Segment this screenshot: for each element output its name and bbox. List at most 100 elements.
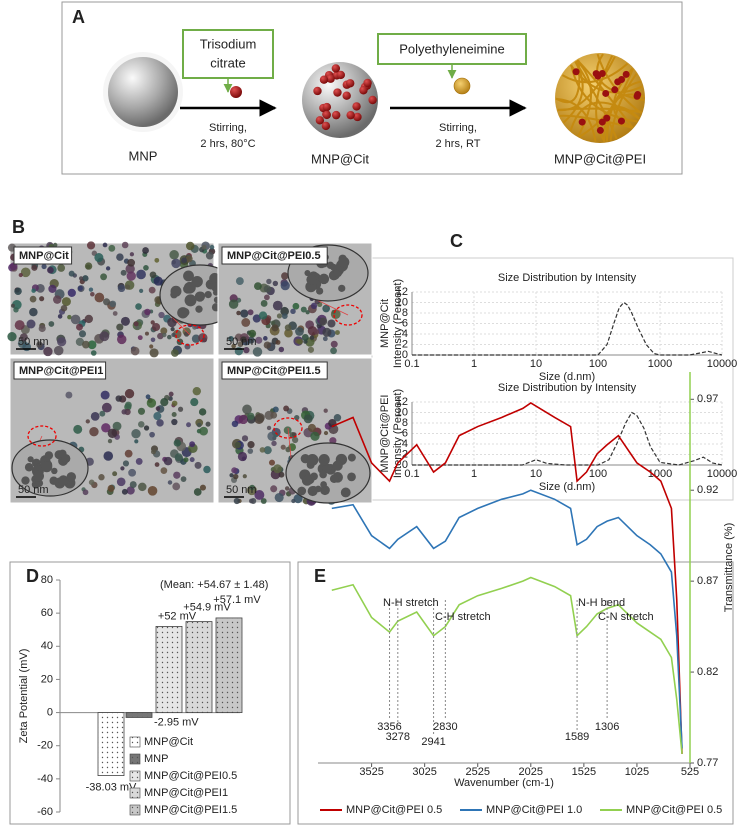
particle bbox=[291, 498, 296, 504]
x-tick-label: 10000 bbox=[707, 358, 738, 370]
panel-c-frame bbox=[371, 257, 734, 501]
particle bbox=[281, 313, 288, 319]
particle bbox=[90, 412, 100, 421]
particle bbox=[160, 327, 168, 335]
particle bbox=[7, 331, 17, 342]
x-tick-label: 3525 bbox=[359, 766, 383, 778]
peak-label: 1589 bbox=[565, 731, 589, 743]
legend-label: MNP@Cit@PEI0.5 bbox=[144, 770, 237, 782]
particle bbox=[98, 474, 105, 481]
citrate-dot bbox=[578, 118, 586, 126]
reagent-text: citrate bbox=[210, 55, 245, 70]
particle bbox=[135, 325, 140, 330]
particle bbox=[301, 334, 309, 341]
particle bbox=[347, 453, 356, 462]
bar bbox=[215, 617, 243, 713]
bar bbox=[185, 621, 213, 713]
citrate-dot bbox=[618, 75, 626, 83]
particle bbox=[263, 336, 268, 341]
particle bbox=[201, 244, 207, 250]
particle bbox=[280, 444, 286, 450]
particle bbox=[38, 324, 46, 333]
particle bbox=[272, 406, 279, 413]
panel-letter: D bbox=[26, 566, 39, 586]
peak-label: 2941 bbox=[421, 736, 445, 748]
particle bbox=[323, 430, 329, 436]
particle bbox=[43, 346, 53, 357]
particle bbox=[99, 410, 106, 417]
particle bbox=[148, 286, 156, 294]
particle bbox=[157, 332, 164, 340]
particle bbox=[107, 438, 113, 444]
particle bbox=[238, 414, 248, 425]
particle bbox=[121, 241, 129, 249]
annotation: (Mean: +54.67 ± 1.48) bbox=[160, 579, 268, 591]
series-line bbox=[331, 576, 683, 754]
particle bbox=[228, 299, 239, 309]
particle bbox=[124, 449, 133, 458]
particle bbox=[171, 349, 179, 357]
citrate-dot bbox=[352, 102, 361, 111]
particle bbox=[135, 457, 143, 465]
y-tick-label: 0 bbox=[47, 706, 53, 718]
x-tick-label: 0.1 bbox=[404, 468, 419, 480]
particle bbox=[90, 291, 95, 297]
y-tick-label: 10 bbox=[396, 296, 408, 308]
particle bbox=[263, 285, 272, 293]
particle bbox=[36, 341, 43, 348]
particle bbox=[82, 489, 89, 496]
x-tick-label: 100 bbox=[589, 468, 607, 480]
reagent-text: Polyethyleneimine bbox=[399, 41, 505, 56]
particle bbox=[283, 426, 292, 435]
y-tick-label: 4 bbox=[402, 438, 408, 450]
scale-label: 50 nm bbox=[226, 336, 257, 348]
particle bbox=[180, 476, 187, 483]
particle bbox=[19, 333, 28, 342]
particle bbox=[137, 335, 143, 341]
particle bbox=[281, 272, 289, 280]
particle bbox=[155, 406, 161, 411]
panel-letter: B bbox=[12, 217, 25, 237]
condition-text: 2 hrs, RT bbox=[435, 138, 480, 150]
y-tick-label: 0.77 bbox=[697, 757, 718, 769]
particle bbox=[31, 264, 38, 271]
particle bbox=[150, 337, 156, 343]
citrate-dot bbox=[634, 91, 642, 99]
particle bbox=[149, 344, 154, 349]
citrate-dot bbox=[363, 78, 372, 88]
particle bbox=[135, 303, 142, 310]
particle bbox=[254, 490, 265, 500]
chart-title: Size Distribution by Intensity bbox=[498, 382, 637, 394]
particle bbox=[264, 294, 270, 301]
particle bbox=[247, 412, 255, 420]
particle bbox=[185, 255, 193, 263]
particle bbox=[183, 457, 189, 463]
particle bbox=[47, 266, 54, 274]
particle bbox=[330, 347, 337, 355]
particle bbox=[101, 423, 111, 433]
particle bbox=[255, 336, 263, 344]
particle bbox=[171, 400, 178, 407]
peak-label: 2830 bbox=[433, 721, 457, 733]
y-tick-label: 0.97 bbox=[697, 393, 718, 405]
particle bbox=[309, 335, 315, 340]
particle bbox=[203, 465, 211, 474]
particle bbox=[305, 310, 310, 315]
particle bbox=[323, 305, 329, 311]
particle bbox=[283, 405, 290, 412]
scale-label: 50 nm bbox=[18, 336, 49, 348]
particle bbox=[185, 241, 195, 251]
particle bbox=[181, 308, 190, 317]
particle bbox=[247, 309, 254, 316]
particle bbox=[78, 276, 84, 281]
annotation: N-H bend bbox=[578, 597, 625, 609]
x-axis-title: Wavenumber (cm-1) bbox=[454, 777, 554, 789]
particle bbox=[247, 448, 254, 454]
particle bbox=[228, 335, 234, 342]
particle bbox=[241, 435, 249, 442]
citrate-dot bbox=[368, 95, 377, 105]
particle bbox=[276, 313, 283, 319]
particle bbox=[177, 406, 184, 412]
particle bbox=[14, 287, 22, 295]
